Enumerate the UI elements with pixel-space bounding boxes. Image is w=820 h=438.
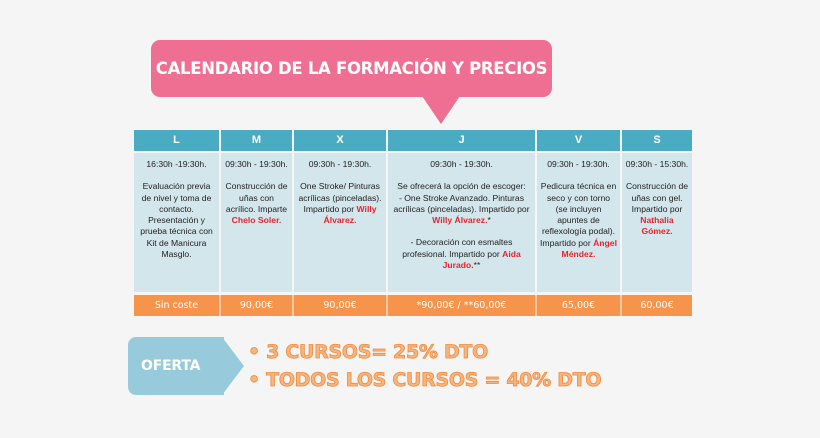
price-row: Sin coste 90,00€ 90,00€ *90,00€ / **60,0… — [134, 295, 692, 316]
course-option-1: - One Stroke Avanzado. Pinturas acrílica… — [393, 192, 530, 214]
offer-list: • 3 CURSOS= 25% DTO • TODOS LOS CURSOS =… — [248, 338, 602, 394]
course-time: 09:30h - 19:30h. — [225, 159, 288, 169]
offer-tag-arrow — [222, 337, 244, 395]
course-cell-monday: 16:30h -19:30h. Evaluación previa de niv… — [134, 153, 221, 295]
course-cell-thursday: 09:30h - 19:30h. Se ofrecerá la opción d… — [388, 153, 537, 295]
price-wednesday: 90,00€ — [294, 295, 388, 316]
day-header-saturday: S — [622, 130, 692, 153]
offer-tag: OFERTA — [128, 337, 224, 395]
course-option-2: - Decoración con esmaltes profesional. I… — [402, 237, 513, 259]
instructor-name: Nathalia Gómez. — [640, 215, 674, 237]
day-header-monday: L — [134, 130, 221, 153]
price-thursday: *90,00€ / **60,00€ — [388, 295, 537, 316]
course-time: 09:30h - 15:30h. — [625, 159, 689, 169]
price-saturday: 60,00€ — [622, 295, 692, 316]
course-time: 09:30h - 19:30h. — [547, 159, 610, 169]
course-description: Pedicura técnica en seco y con torno (se… — [540, 181, 617, 248]
instructor-name: Aida Jurado. — [442, 248, 521, 271]
price-friday: 65,00€ — [537, 295, 622, 316]
day-header-row: L M X J V S — [134, 130, 692, 153]
offer-label: OFERTA — [141, 358, 201, 374]
course-description: Construcción de uñas con gel. Impartido … — [625, 181, 689, 214]
page-title: CALENDARIO DE LA FORMACIÓN Y PRECIOS — [155, 59, 548, 78]
title-banner: CALENDARIO DE LA FORMACIÓN Y PRECIOS — [151, 40, 552, 97]
instructor-name: Willy Álvarez. — [323, 203, 377, 226]
instructor-name: Ángel Méndez. — [561, 237, 617, 260]
instructor-name: Chelo Soler. — [231, 215, 282, 226]
price-footnote-mark: * — [487, 215, 491, 226]
course-time: 09:30h - 19:30h. — [308, 159, 372, 169]
schedule-table: L M X J V S 16:30h -19:30h. Evaluación p… — [134, 130, 692, 316]
day-header-tuesday: M — [221, 130, 294, 153]
speech-bubble-tail — [422, 96, 460, 124]
course-cell-saturday: 09:30h - 15:30h. Construcción de uñas co… — [622, 153, 692, 295]
day-header-wednesday: X — [294, 130, 388, 153]
course-time: 16:30h -19:30h. — [146, 159, 207, 169]
instructor-name: Willy Álvarez. — [432, 215, 488, 226]
course-description: Construcción de uñas con acrílico. Impar… — [225, 181, 288, 214]
course-cell-tuesday: 09:30h - 19:30h. Construcción de uñas co… — [221, 153, 294, 295]
offer-line-3-courses: • 3 CURSOS= 25% DTO — [248, 341, 489, 364]
offer-line-all-courses: • TODOS LOS CURSOS = 40% DTO — [248, 369, 602, 392]
course-time: 09:30h - 19:30h. — [430, 159, 493, 169]
course-description: One Stroke/ Pinturas acrílicas (pincelad… — [298, 181, 382, 214]
course-cell-friday: 09:30h - 19:30h. Pedicura técnica en sec… — [537, 153, 622, 295]
day-header-thursday: J — [388, 130, 537, 153]
price-monday: Sin coste — [134, 295, 221, 316]
course-details-row: 16:30h -19:30h. Evaluación previa de niv… — [134, 153, 692, 295]
course-cell-wednesday: 09:30h - 19:30h. One Stroke/ Pinturas ac… — [294, 153, 388, 295]
day-header-friday: V — [537, 130, 622, 153]
course-description: Evaluación previa de nivel y toma de con… — [140, 181, 213, 260]
price-tuesday: 90,00€ — [221, 295, 294, 316]
price-footnote-mark: ** — [473, 260, 481, 271]
course-intro: Se ofrecerá la opción de escoger: — [397, 181, 526, 192]
